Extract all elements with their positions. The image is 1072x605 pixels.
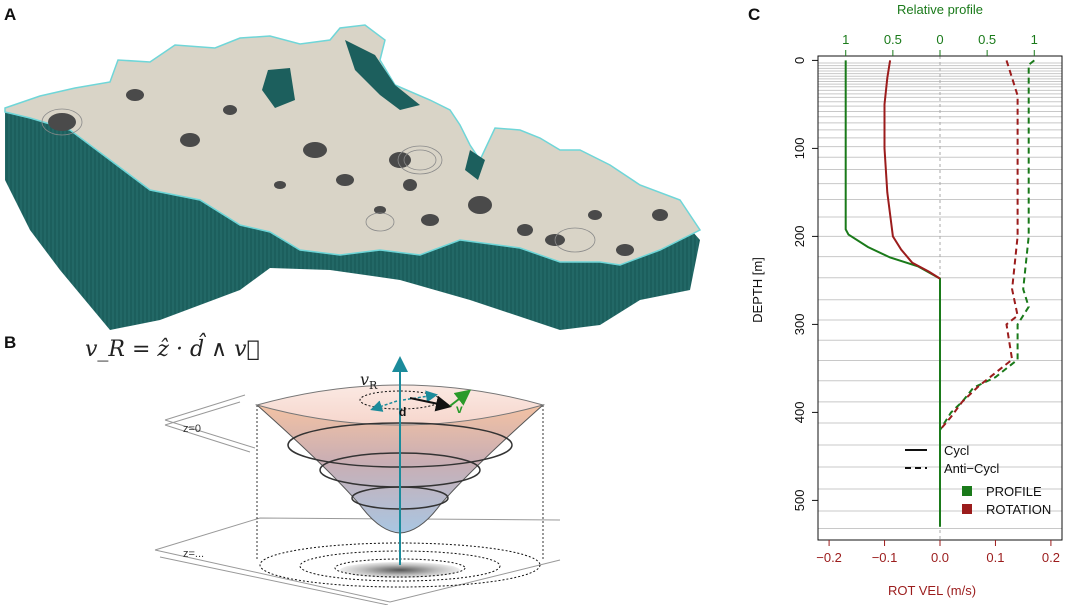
y-tick-label: 300	[792, 314, 807, 336]
basin-surface	[4, 24, 702, 266]
vr-label: vR	[360, 370, 378, 392]
top-tick-label: 1	[842, 32, 849, 47]
y-tick-label: 200	[792, 226, 807, 248]
series-lines	[844, 59, 1035, 527]
legend-rotation: ROTATION	[986, 502, 1051, 517]
series-line-profile-solid	[844, 60, 941, 527]
y-axis-label: DEPTH [m]	[750, 257, 765, 323]
top-tick-label: 1	[1031, 32, 1038, 47]
d-arrow-left	[370, 400, 398, 412]
cone-shadow	[340, 562, 460, 578]
x-tick-label: 0.2	[1042, 550, 1060, 565]
zdots-label: z=...	[183, 548, 204, 560]
tyrrhenian-gap	[262, 68, 295, 108]
panel-b: B v_R = ẑ · d̂ ∧ v⃗ z=0 z=...	[4, 333, 561, 605]
y-tick-label: 500	[792, 490, 807, 512]
y-tick-label: 0	[792, 57, 807, 64]
x-tick-label: 0.0	[931, 550, 949, 565]
y-tick-label: 400	[792, 402, 807, 424]
top-tick-label: 0.5	[978, 32, 996, 47]
series-line-profile-dashed	[939, 59, 1035, 527]
panel-c: C Relative profile ROT VEL (m/s) DEPTH […	[748, 2, 1063, 598]
top-ticks: 1 0.5 0 0.5 1	[842, 32, 1038, 56]
formula: v_R = ẑ · d̂ ∧ v⃗	[85, 333, 260, 362]
series-line-rotation-solid	[883, 60, 941, 280]
adriatic-sea	[345, 40, 420, 110]
y-tick-label: 100	[792, 138, 807, 160]
x-tick-label: −0.1	[872, 550, 898, 565]
top-tick-label: 0.5	[884, 32, 902, 47]
plane-z0	[164, 394, 256, 453]
box-lines	[256, 405, 544, 560]
aegean-gap	[465, 150, 485, 180]
panel-b-label: B	[4, 333, 16, 352]
z0-label: z=0	[183, 423, 201, 435]
eddy-blobs	[48, 89, 668, 256]
series-line-rotation-dashed	[939, 60, 1019, 431]
top-axis-label: Relative profile	[897, 2, 983, 17]
panel-a-label: A	[4, 5, 16, 24]
panel-a: A	[4, 5, 702, 330]
legend-profile-swatch	[962, 486, 972, 496]
x-tick-label: −0.2	[816, 550, 842, 565]
legend-cycl: Cycl	[944, 443, 969, 458]
y-ticks: 0 100 200 300 400 500	[792, 57, 818, 511]
x-axis-label: ROT VEL (m/s)	[888, 583, 976, 598]
legend: Cycl Anti−Cycl PROFILE ROTATION	[905, 443, 1051, 517]
v-label: v	[456, 402, 463, 416]
legend-rotation-swatch	[962, 504, 972, 514]
eddy-rings	[41, 108, 596, 253]
legend-anti: Anti−Cycl	[944, 461, 999, 476]
d-label: d	[399, 405, 406, 419]
d-vector	[409, 395, 452, 412]
panel-c-label: C	[748, 5, 760, 24]
x-ticks: −0.2 −0.1 0.0 0.1 0.2	[816, 540, 1060, 565]
legend-profile: PROFILE	[986, 484, 1042, 499]
d-arrow-right	[402, 390, 438, 403]
x-tick-label: 0.1	[986, 550, 1004, 565]
top-tick-label: 0	[936, 32, 943, 47]
v-vector	[449, 389, 472, 407]
plane-bottom	[154, 517, 561, 605]
